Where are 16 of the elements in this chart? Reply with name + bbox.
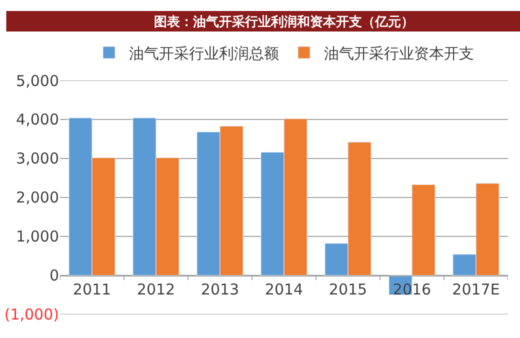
x-tick-label: 2011 — [72, 280, 112, 298]
y-tick-label: 0 — [49, 266, 59, 285]
chart-title: 图表：油气开采行业利润和资本开支（亿元） — [154, 14, 414, 30]
y-tick-label: (1,000) — [4, 306, 59, 324]
legend-label: 油气开采行业资本开支 — [324, 44, 474, 62]
x-tick-label: 2017E — [452, 280, 500, 298]
legend-label: 油气开采行业利润总额 — [129, 44, 279, 62]
x-tick-label: 2014 — [264, 280, 304, 298]
y-tick-label: 3,000 — [16, 150, 59, 168]
x-tick-label: 2012 — [136, 280, 176, 298]
y-tick-label: 4,000 — [16, 110, 59, 129]
x-tick-label: 2015 — [328, 280, 368, 298]
y-tick-label: 1,000 — [16, 228, 59, 246]
y-tick-label: 2,000 — [16, 188, 59, 207]
y-tick-label: 5,000 — [16, 72, 59, 90]
x-tick-label: 2013 — [200, 280, 240, 298]
